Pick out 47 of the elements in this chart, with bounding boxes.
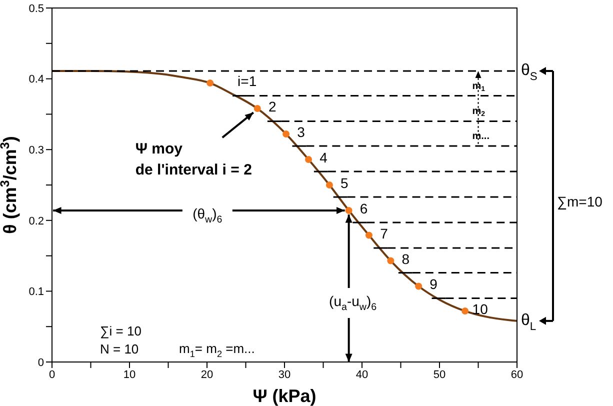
y-tick-label: 0.4 (28, 74, 44, 86)
annotation: (u$_{a}$-u$_{w}$)$_{6}$ (329, 292, 378, 314)
x-tick-label: 30 (278, 368, 291, 381)
point (415, 282, 422, 290)
annotation: 10 (472, 300, 488, 317)
annotation: Ψ moy de l'interval i = 2 (135, 140, 252, 179)
annotation: 6 (360, 200, 368, 216)
point (254, 105, 261, 112)
annotation: 2 (268, 98, 276, 114)
x-tick-label: 60 (510, 368, 524, 381)
y-tick-label: 0.2 (28, 215, 44, 228)
y-tick-label: 0.5 (28, 2, 44, 15)
point (282, 130, 290, 138)
x-tick-label: 20 (200, 368, 214, 381)
annotation: N = 10 (100, 341, 139, 356)
annotation: 4 (320, 149, 328, 166)
text: θ$_{L}$ (521, 312, 536, 333)
text: ∑m=10 (557, 194, 603, 210)
annotation: 5 (340, 174, 349, 191)
x-tick-label: 40 (356, 368, 368, 381)
line-series (52, 70, 517, 322)
annotation: ∑i = 10 (100, 323, 142, 338)
y-tick-label: 0.3 (28, 144, 44, 157)
x-tick-label: 50 (433, 368, 446, 381)
annotation: (θ$_{w}$)$_{6}$ (192, 205, 223, 226)
x-tick-label: 0 (48, 368, 56, 381)
point (345, 206, 352, 214)
annotation: m$_{1}$ (472, 80, 486, 94)
point (365, 232, 372, 239)
point (462, 308, 469, 315)
annotation: m$_{1}$= m$_{2}$ =m... (179, 341, 255, 360)
annotation: 8 (402, 250, 410, 266)
annotation: m... (472, 130, 490, 142)
annotation: m$_{2}$ (472, 106, 486, 118)
point (326, 182, 333, 188)
x-tick-label: 10 (123, 368, 136, 381)
annotation: i=1 (238, 72, 257, 89)
point (206, 80, 214, 87)
point (387, 257, 394, 264)
annotation: 7 (380, 224, 388, 241)
y-tick-label: 0.1 (28, 286, 44, 298)
annotation: 3 (297, 124, 306, 140)
y-tick-label: 0 (38, 356, 44, 369)
x-axis-title: Ψ (kPa) (252, 386, 316, 406)
text: θ$_{S}$ (521, 62, 538, 83)
point (305, 156, 312, 164)
annotation: 9 (430, 276, 438, 292)
